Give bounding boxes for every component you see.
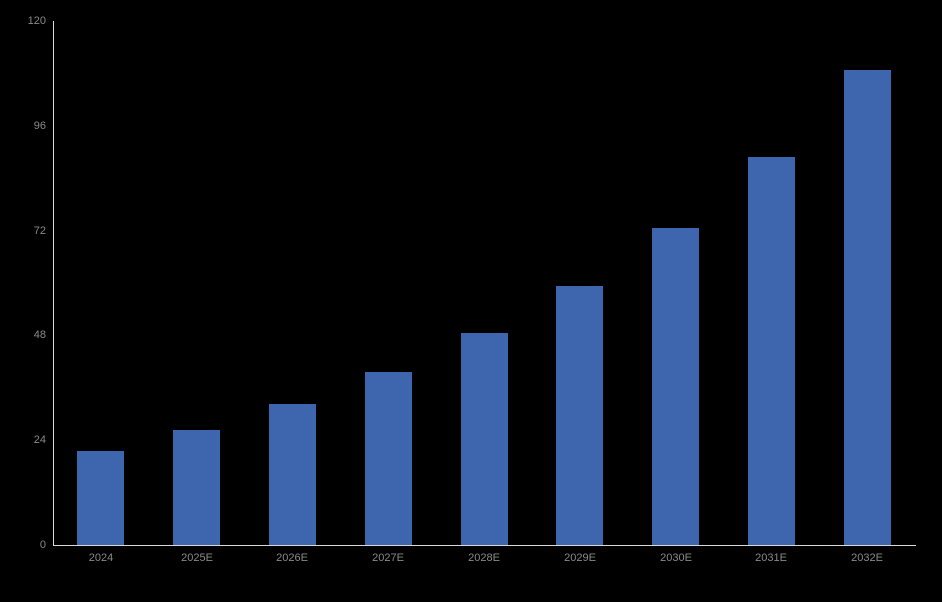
- bar: [365, 372, 412, 545]
- bar: [652, 228, 699, 545]
- x-axis-tick-label: 2030E: [660, 552, 692, 564]
- x-axis-tick-label: 2032E: [851, 552, 883, 564]
- bar: [461, 333, 508, 545]
- bar: [269, 404, 316, 545]
- x-axis-tick-label: 2028E: [468, 552, 500, 564]
- bar: [556, 286, 603, 545]
- x-axis-line: [53, 545, 916, 546]
- y-axis-tick-label: 0: [39, 539, 46, 551]
- y-axis-tick-label: 120: [27, 15, 46, 27]
- x-axis-tick-label: 2027E: [372, 552, 404, 564]
- y-axis-tick-label: 72: [33, 224, 46, 237]
- bar: [748, 157, 795, 545]
- bar: [844, 70, 891, 545]
- x-axis-tick-label: 2025E: [181, 552, 213, 564]
- x-axis-tick-label: 2026E: [276, 552, 308, 564]
- y-axis-tick-label: 48: [33, 329, 46, 342]
- bar: [77, 451, 124, 545]
- y-axis-tick-label: 96: [33, 119, 46, 132]
- x-axis-tick-label: 2029E: [564, 552, 596, 564]
- x-axis-tick-label: 2031E: [755, 552, 787, 564]
- x-axis-tick-label: 2024: [88, 552, 114, 564]
- bar: [173, 430, 220, 545]
- y-axis-line: [53, 21, 54, 546]
- y-axis-tick-label: 24: [33, 434, 46, 447]
